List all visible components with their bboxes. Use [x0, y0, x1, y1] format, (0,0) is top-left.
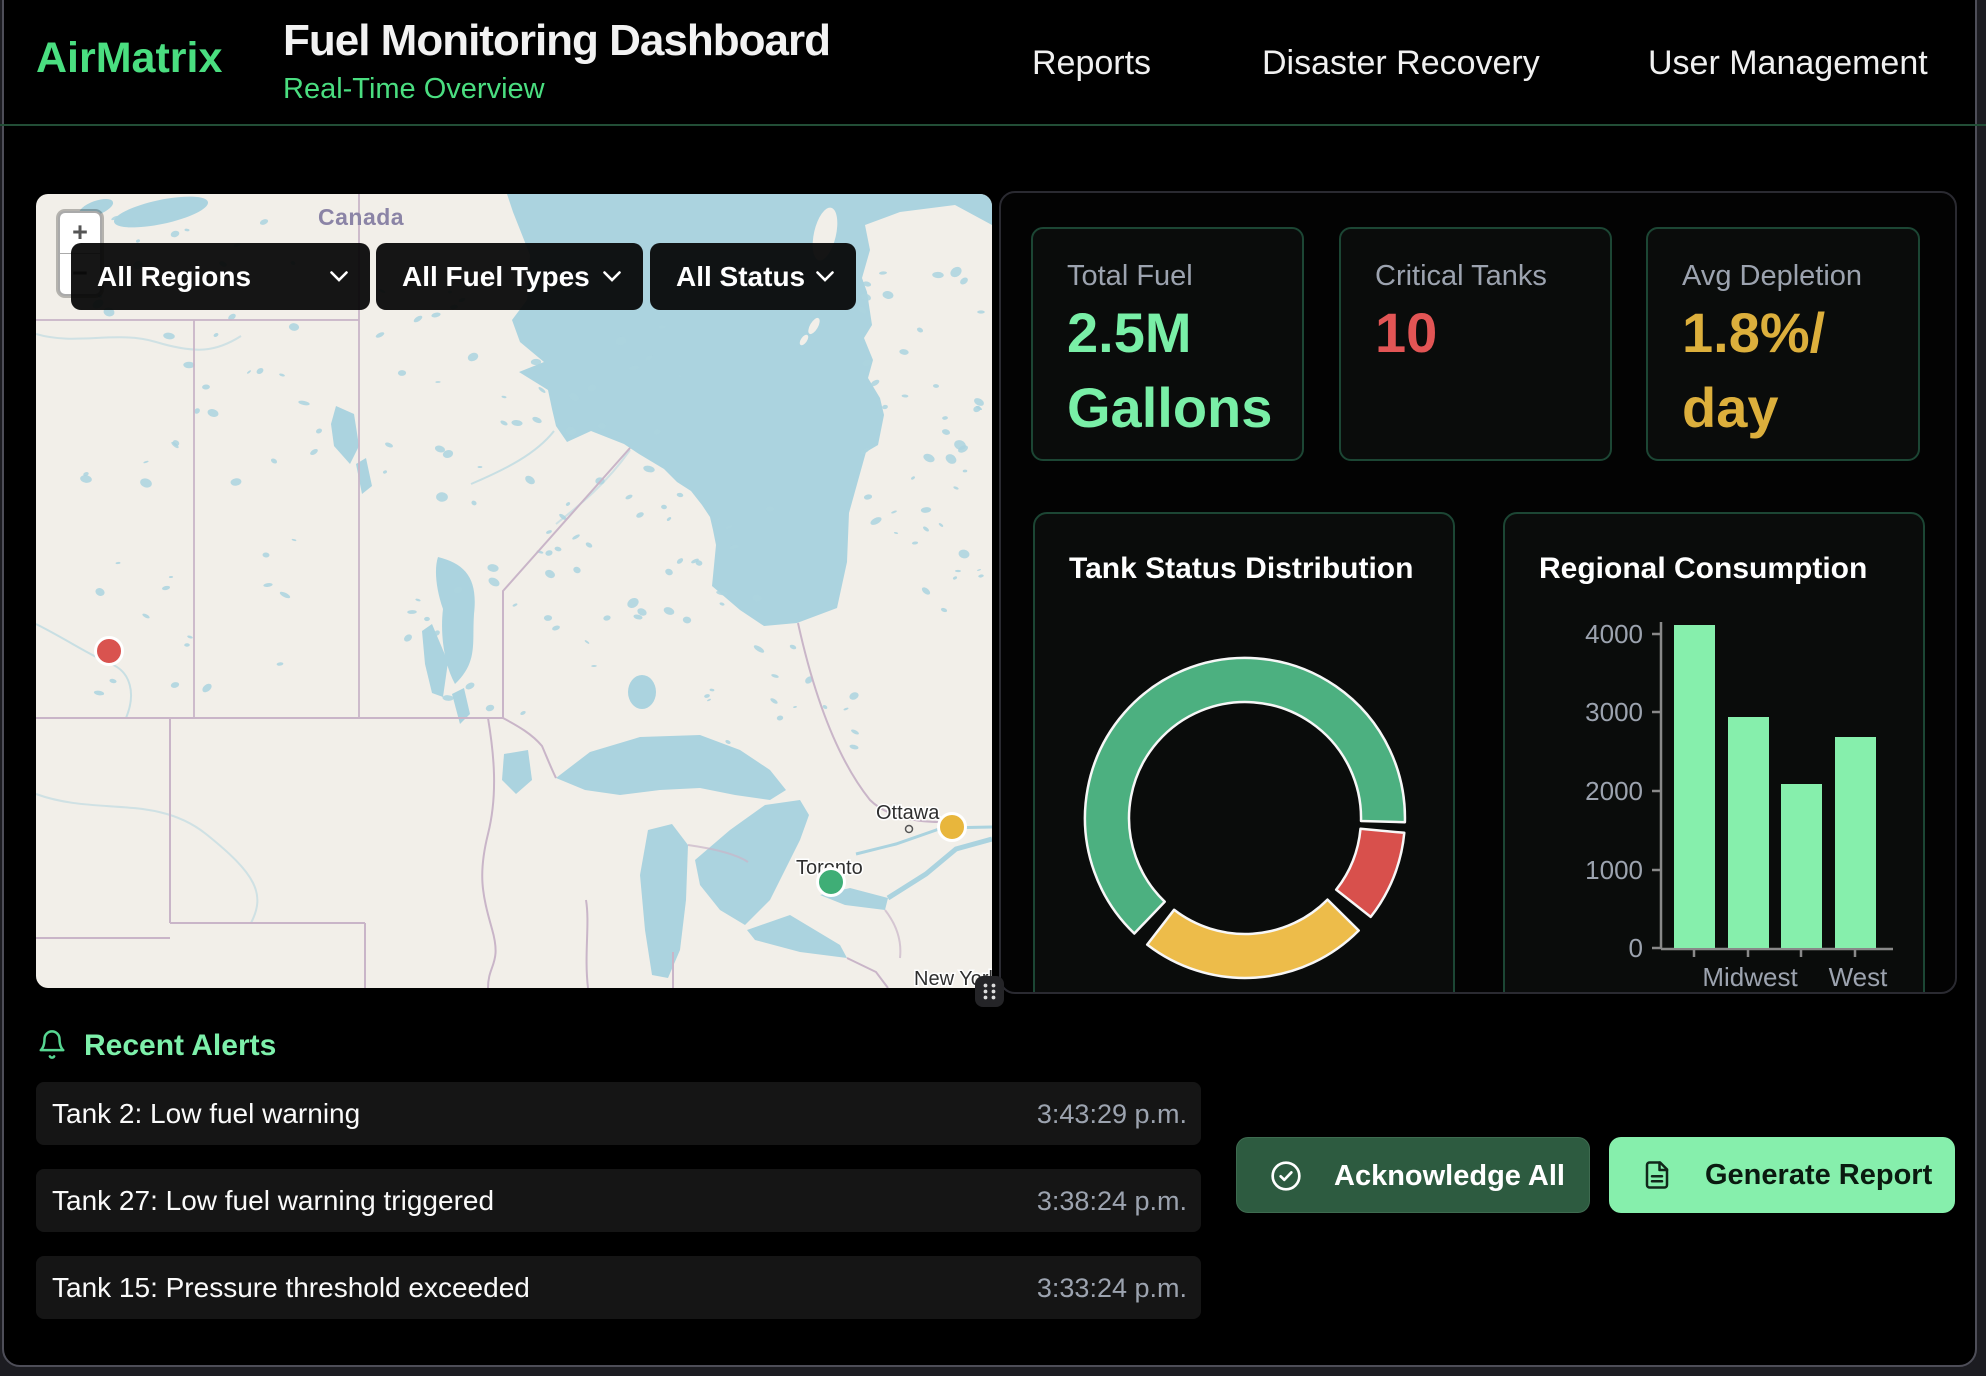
svg-text:Canada: Canada: [318, 204, 404, 230]
svg-text:Midwest: Midwest: [1702, 962, 1798, 992]
svg-text:1000: 1000: [1585, 855, 1643, 885]
svg-text:New York: New York: [914, 968, 992, 988]
svg-text:Ottawa: Ottawa: [876, 802, 940, 824]
svg-text:West: West: [1829, 962, 1889, 992]
svg-text:4000: 4000: [1585, 619, 1643, 649]
svg-text:3000: 3000: [1585, 697, 1643, 727]
svg-text:2000: 2000: [1585, 776, 1643, 806]
svg-text:0: 0: [1629, 933, 1643, 963]
